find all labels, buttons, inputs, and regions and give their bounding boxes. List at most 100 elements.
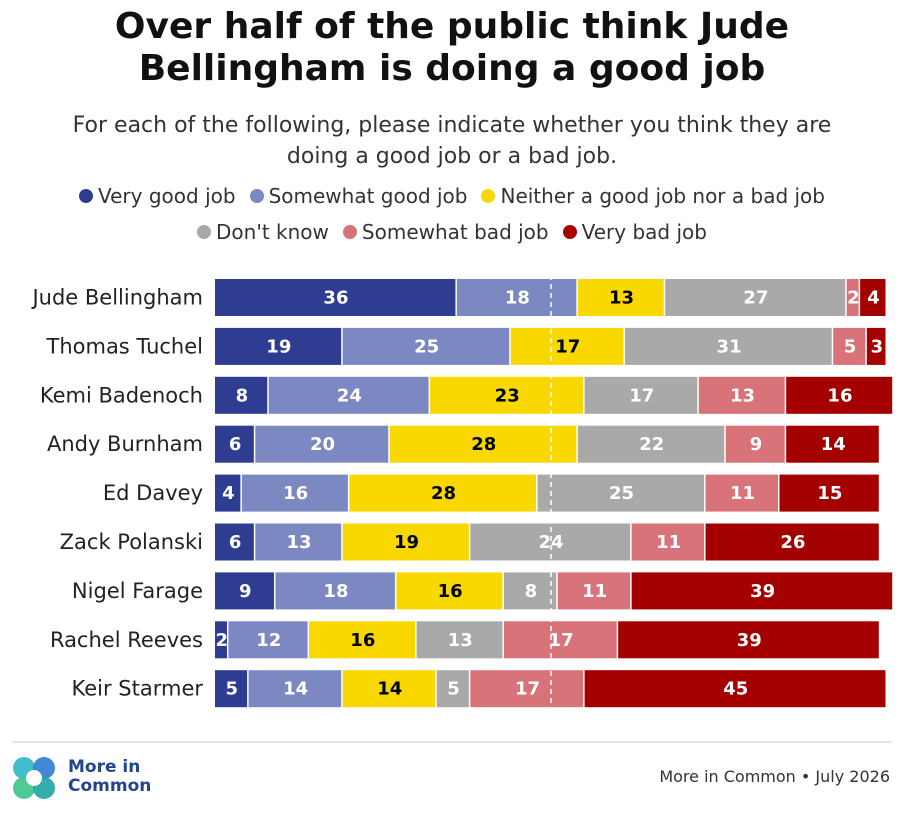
value-label: 14 (821, 434, 846, 455)
legend-item: Very bad job (562, 220, 707, 244)
legend-item: Somewhat good job (249, 184, 467, 208)
bar-segment (268, 376, 429, 414)
category-label: Keir Starmer (72, 677, 204, 701)
value-label: 23 (495, 385, 520, 406)
value-label: 16 (350, 630, 375, 651)
value-label: 17 (515, 679, 540, 700)
value-label: 4 (867, 288, 880, 309)
value-label: 19 (266, 336, 291, 357)
logo-text: More in Common (68, 757, 152, 796)
bar-segment (698, 376, 785, 414)
value-label: 16 (438, 581, 463, 602)
bar-segment (705, 523, 879, 561)
value-label: 8 (525, 581, 538, 602)
value-label: 17 (549, 630, 574, 651)
value-label: 19 (394, 532, 419, 553)
value-label: 39 (750, 581, 775, 602)
bar-segment (779, 474, 879, 512)
bar-segment (510, 327, 624, 365)
bar-segment (665, 279, 846, 316)
bar-segment (833, 327, 866, 365)
bar-segment (215, 523, 254, 561)
category-label: Zack Polanski (60, 530, 203, 554)
value-label: 9 (750, 434, 763, 455)
category-label: Nigel Farage (72, 579, 203, 603)
bar-segment (846, 279, 859, 316)
bar-segment (342, 670, 436, 708)
legend-label: Very bad job (581, 220, 707, 244)
value-label: 12 (256, 630, 281, 651)
bar-segment (215, 279, 456, 316)
legend-swatch (562, 225, 577, 239)
value-label: 5 (447, 679, 460, 700)
legend-label: Very good job (98, 184, 236, 208)
bar-segment (215, 327, 342, 365)
bar-segment (248, 670, 342, 708)
bar-segment (537, 474, 705, 512)
value-label: 4 (222, 483, 235, 504)
value-label: 11 (730, 483, 755, 504)
value-label: 25 (609, 483, 634, 504)
bar-segment (255, 523, 342, 561)
bar-segment (503, 621, 617, 659)
bar-segment (416, 621, 503, 659)
bar-segment (786, 425, 879, 463)
value-label: 36 (323, 288, 348, 309)
bar-segment (456, 279, 577, 316)
value-label: 17 (555, 336, 580, 357)
bar-segment (786, 376, 893, 414)
value-label: 13 (730, 385, 755, 406)
bar-segment (470, 670, 584, 708)
value-label: 9 (239, 581, 252, 602)
bar-segment (228, 621, 308, 659)
bar-segment (215, 474, 241, 512)
legend-label: Somewhat bad job (361, 220, 549, 244)
value-label: 17 (629, 385, 654, 406)
value-label: 11 (656, 532, 681, 553)
value-label: 18 (323, 581, 348, 602)
value-label: 28 (471, 434, 496, 455)
legend-swatch (481, 189, 496, 203)
value-label: 2 (215, 630, 228, 651)
legend-swatch (342, 225, 357, 239)
legend-swatch (249, 189, 264, 203)
value-label: 16 (283, 483, 308, 504)
value-label: 26 (780, 532, 805, 553)
value-label: 45 (723, 679, 748, 700)
legend-item: Very good job (79, 184, 236, 208)
category-label: Rachel Reeves (50, 628, 203, 652)
value-label: 18 (505, 288, 530, 309)
value-label: 14 (377, 679, 402, 700)
category-label: Jude Bellingham (30, 286, 203, 310)
bar-segment (631, 523, 705, 561)
bar-segment (577, 279, 664, 316)
value-label: 8 (236, 385, 249, 406)
value-label: 11 (582, 581, 607, 602)
bar-segment (436, 670, 469, 708)
source: More in Common • July 2026 (659, 767, 890, 786)
bar-segment (342, 327, 510, 365)
value-label: 6 (229, 532, 242, 553)
value-label: 13 (448, 630, 473, 651)
value-label: 2 (847, 288, 860, 309)
bar-segment (275, 572, 395, 610)
value-label: 24 (337, 385, 362, 406)
value-label: 5 (226, 679, 239, 700)
bar-segment (255, 425, 389, 463)
bar-segment (430, 376, 584, 414)
bar-segment (705, 474, 778, 512)
value-label: 20 (310, 434, 335, 455)
chart-title: Over half of the public think Jude Belli… (114, 6, 790, 89)
value-label: 22 (639, 434, 664, 455)
bar-segment (215, 621, 227, 659)
bar-segment (557, 572, 631, 610)
bar-segment (725, 425, 785, 463)
value-label: 6 (229, 434, 242, 455)
bar-segment (349, 474, 537, 512)
legend-item: Neither a good job nor a bad job (481, 184, 825, 208)
value-label: 27 (743, 288, 768, 309)
bar-segment (584, 670, 886, 708)
category-label: Kemi Badenoch (40, 383, 203, 407)
bar-segment (631, 572, 893, 610)
